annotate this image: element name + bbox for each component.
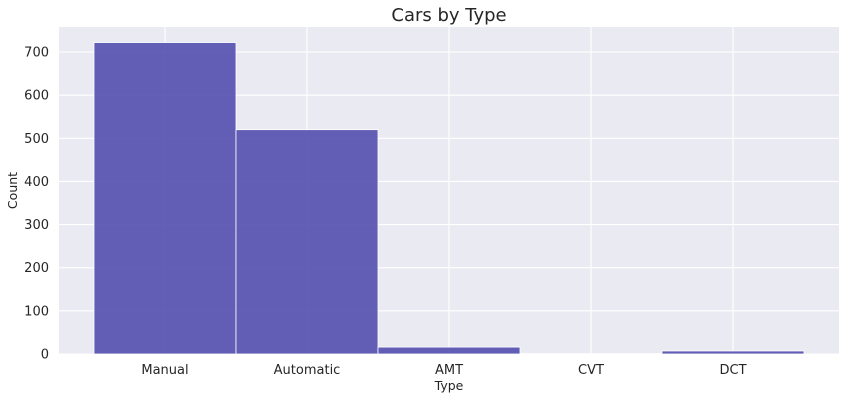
y-tick-label: 100 [24, 304, 49, 319]
x-tick-label: CVT [578, 363, 604, 378]
bars [93, 42, 805, 355]
y-axis-ticks: 0 100 200 300 400 500 600 700 [24, 46, 49, 363]
x-tick-label: DCT [719, 363, 746, 378]
x-tick-label: AMT [435, 363, 463, 378]
chart-title: Cars by Type [391, 5, 506, 26]
x-axis-label: Type [434, 378, 464, 393]
x-axis-ticks: Manual Automatic AMT CVT DCT [141, 363, 746, 378]
y-tick-label: 0 [41, 348, 49, 363]
bar-manual [93, 42, 237, 355]
y-tick-label: 500 [24, 132, 49, 147]
y-tick-label: 600 [24, 89, 49, 104]
x-tick-label: Automatic [274, 363, 341, 378]
y-tick-label: 700 [24, 46, 49, 61]
y-axis-label: Count [5, 172, 20, 209]
y-tick-label: 400 [24, 175, 49, 190]
y-tick-label: 200 [24, 261, 49, 276]
bar-automatic [235, 129, 379, 355]
y-tick-label: 300 [24, 218, 49, 233]
bar-dct [661, 350, 805, 355]
bar-amt [377, 346, 521, 355]
x-tick-label: Manual [141, 363, 188, 378]
